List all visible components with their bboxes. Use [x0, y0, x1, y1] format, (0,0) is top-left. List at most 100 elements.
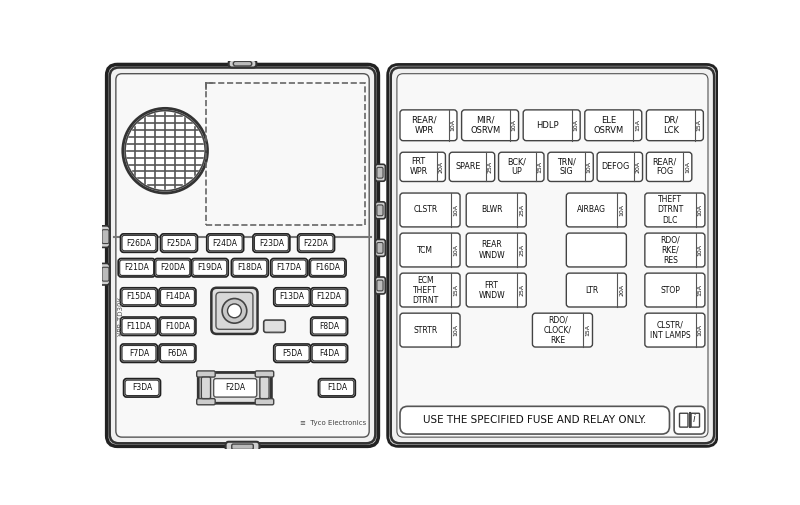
Text: F18DA: F18DA — [238, 263, 262, 272]
FancyBboxPatch shape — [102, 267, 109, 281]
FancyBboxPatch shape — [161, 289, 194, 305]
Text: 10A: 10A — [698, 324, 702, 336]
Text: F24DA: F24DA — [213, 238, 238, 247]
FancyBboxPatch shape — [122, 345, 156, 361]
FancyBboxPatch shape — [450, 152, 494, 181]
Text: 15A: 15A — [453, 284, 458, 296]
FancyBboxPatch shape — [646, 110, 703, 141]
FancyBboxPatch shape — [320, 380, 354, 395]
FancyBboxPatch shape — [400, 152, 446, 181]
FancyBboxPatch shape — [254, 235, 288, 251]
Text: ELE
OSRVM: ELE OSRVM — [594, 116, 624, 135]
FancyBboxPatch shape — [679, 413, 688, 427]
FancyBboxPatch shape — [110, 68, 375, 443]
FancyBboxPatch shape — [375, 239, 386, 257]
FancyBboxPatch shape — [397, 74, 708, 437]
FancyBboxPatch shape — [645, 313, 705, 347]
Text: F25DA: F25DA — [166, 238, 191, 247]
Circle shape — [227, 304, 242, 318]
Text: F16DA: F16DA — [315, 263, 340, 272]
Text: 10A: 10A — [574, 119, 578, 131]
FancyBboxPatch shape — [214, 379, 257, 397]
Text: 10A: 10A — [698, 244, 702, 256]
FancyBboxPatch shape — [202, 377, 210, 398]
FancyBboxPatch shape — [377, 280, 383, 291]
FancyBboxPatch shape — [122, 235, 156, 251]
Text: i: i — [693, 414, 695, 424]
Text: TCM: TCM — [418, 245, 434, 255]
FancyBboxPatch shape — [156, 260, 190, 275]
Text: 10A: 10A — [453, 324, 458, 336]
Text: F22DA: F22DA — [304, 238, 329, 247]
FancyBboxPatch shape — [216, 292, 253, 329]
FancyBboxPatch shape — [645, 233, 705, 267]
FancyBboxPatch shape — [191, 259, 228, 277]
FancyBboxPatch shape — [377, 167, 383, 178]
FancyBboxPatch shape — [298, 234, 334, 252]
Text: F5DA: F5DA — [282, 348, 302, 358]
Text: 25A: 25A — [488, 161, 493, 173]
Text: LTR: LTR — [585, 285, 598, 294]
FancyBboxPatch shape — [118, 259, 155, 277]
FancyBboxPatch shape — [566, 233, 626, 267]
Text: MIR/
OSRVM: MIR/ OSRVM — [470, 116, 501, 135]
Text: 10A: 10A — [453, 204, 458, 216]
FancyBboxPatch shape — [533, 313, 593, 347]
FancyBboxPatch shape — [264, 320, 286, 332]
Text: F26DA: F26DA — [126, 238, 151, 247]
FancyBboxPatch shape — [498, 152, 544, 181]
Text: F14DA: F14DA — [165, 292, 190, 301]
Text: ECM
THEFT
DTRNT: ECM THEFT DTRNT — [412, 276, 438, 305]
FancyBboxPatch shape — [211, 288, 258, 334]
Text: REAR/
WPR: REAR/ WPR — [411, 116, 437, 135]
FancyBboxPatch shape — [462, 110, 518, 141]
FancyBboxPatch shape — [161, 319, 194, 334]
FancyBboxPatch shape — [310, 317, 348, 335]
Text: 10A: 10A — [619, 204, 624, 216]
Text: 15A: 15A — [635, 119, 640, 131]
Text: CLSTR/
INT LAMPS: CLSTR/ INT LAMPS — [650, 321, 690, 340]
FancyBboxPatch shape — [159, 317, 196, 335]
FancyBboxPatch shape — [274, 344, 310, 363]
FancyBboxPatch shape — [255, 371, 274, 377]
Text: STOP: STOP — [660, 285, 680, 294]
Text: 10A: 10A — [453, 244, 458, 256]
Circle shape — [122, 109, 207, 193]
FancyBboxPatch shape — [400, 193, 460, 227]
Text: DR/
LCK: DR/ LCK — [662, 116, 678, 135]
FancyBboxPatch shape — [466, 273, 526, 307]
FancyBboxPatch shape — [233, 260, 266, 275]
Text: 20A: 20A — [636, 161, 641, 173]
FancyBboxPatch shape — [121, 234, 158, 252]
Text: 10A: 10A — [685, 161, 690, 173]
Text: F8DA: F8DA — [319, 322, 339, 331]
FancyBboxPatch shape — [400, 407, 670, 434]
Text: 20A: 20A — [438, 161, 444, 173]
FancyBboxPatch shape — [260, 377, 269, 398]
Text: RDO/
RKE/
RES: RDO/ RKE/ RES — [660, 235, 680, 265]
FancyBboxPatch shape — [400, 273, 460, 307]
Text: 25A: 25A — [519, 204, 524, 216]
FancyBboxPatch shape — [125, 380, 159, 395]
FancyBboxPatch shape — [566, 193, 626, 227]
Text: USE THE SPECIFIED FUSE AND RELAY ONLY.: USE THE SPECIFIED FUSE AND RELAY ONLY. — [423, 415, 646, 425]
FancyBboxPatch shape — [231, 259, 268, 277]
FancyBboxPatch shape — [309, 259, 346, 277]
Text: FRT
WNDW: FRT WNDW — [478, 281, 505, 299]
FancyBboxPatch shape — [102, 230, 109, 243]
Text: STRTR: STRTR — [414, 326, 438, 335]
FancyBboxPatch shape — [377, 205, 383, 216]
FancyBboxPatch shape — [198, 373, 271, 403]
Text: F13DA: F13DA — [280, 292, 305, 301]
FancyBboxPatch shape — [270, 259, 307, 277]
Text: 15A: 15A — [586, 324, 590, 336]
FancyBboxPatch shape — [597, 152, 642, 181]
Text: HDLP: HDLP — [536, 121, 558, 130]
Text: F15DA: F15DA — [126, 292, 151, 301]
FancyBboxPatch shape — [275, 289, 309, 305]
Text: 10A: 10A — [586, 161, 591, 173]
Text: AIRBAG: AIRBAG — [578, 206, 606, 215]
Text: F11DA: F11DA — [126, 322, 151, 331]
Text: F19DA: F19DA — [198, 263, 222, 272]
Text: F20DA: F20DA — [160, 263, 186, 272]
